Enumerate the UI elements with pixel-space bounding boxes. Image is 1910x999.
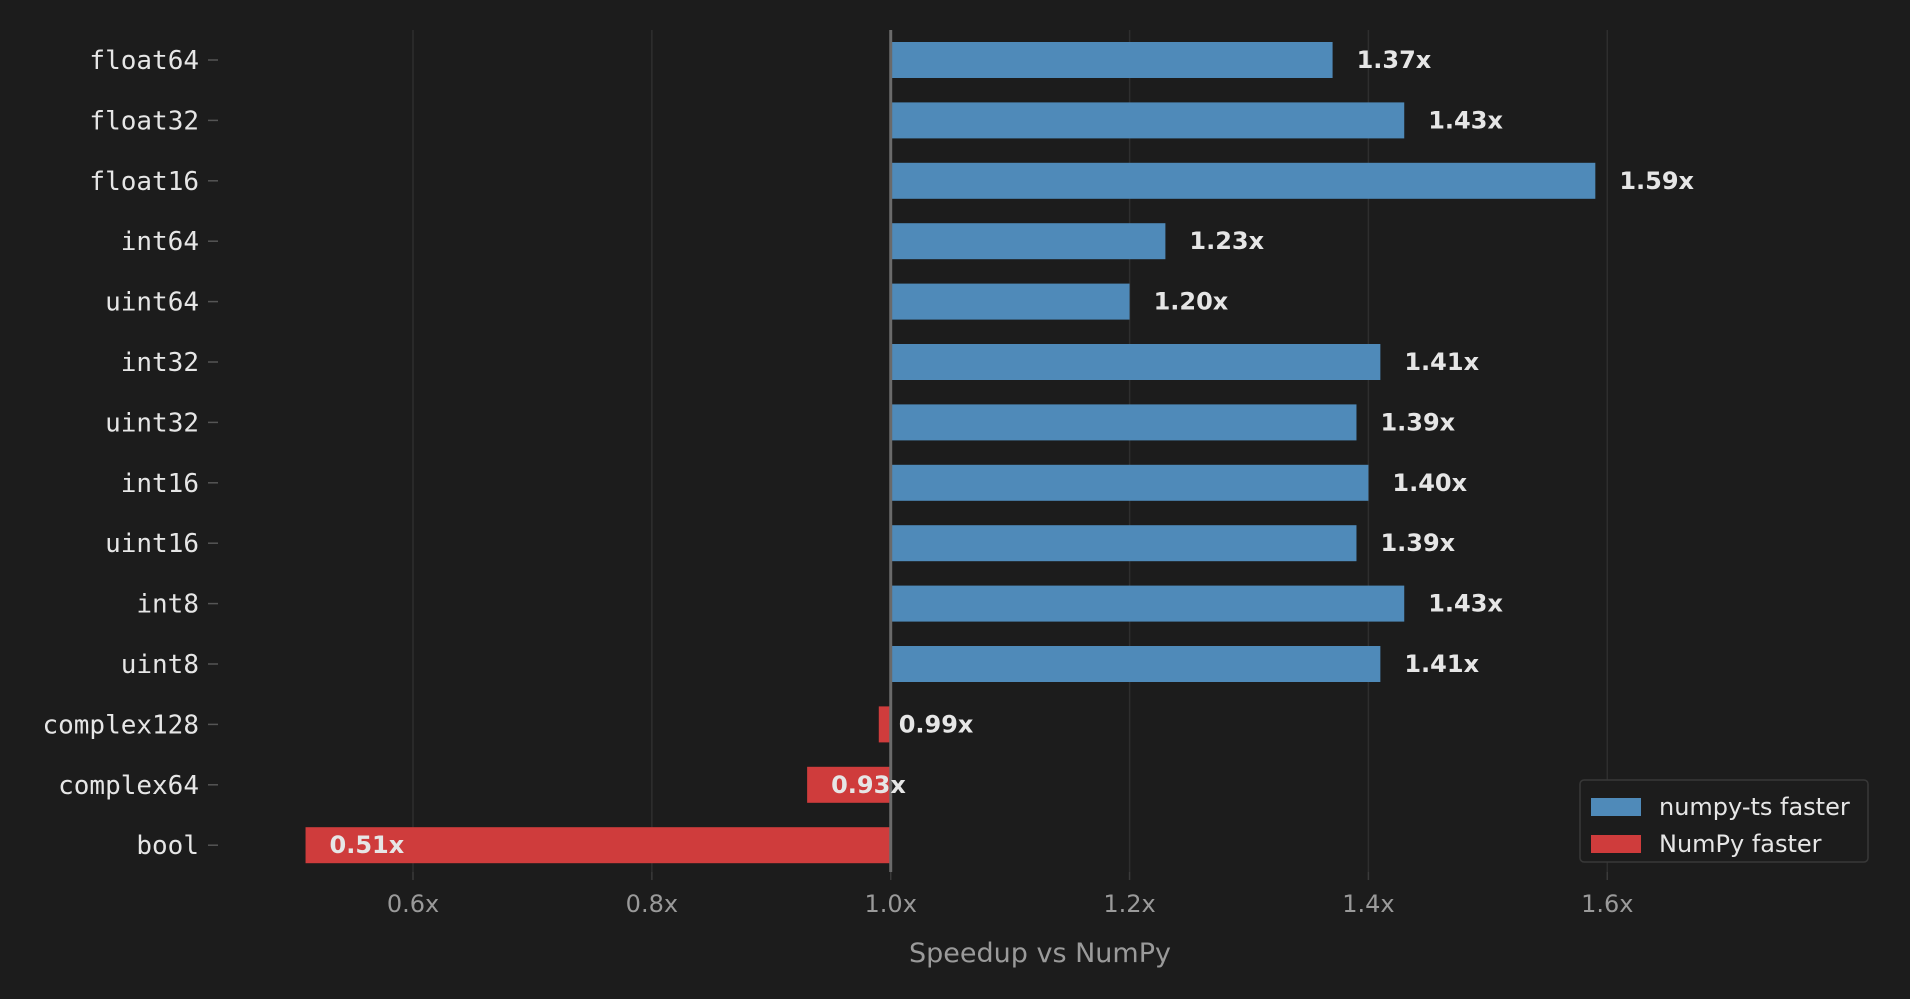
category-label-int32: int32 [121,348,199,378]
category-label-uint16: uint16 [105,529,199,559]
category-label-float64: float64 [89,46,199,76]
legend: numpy-ts faster NumPy faster [1579,779,1869,863]
category-label-complex128: complex128 [42,710,199,740]
bar-int16 [890,464,1369,501]
bar-uint8 [890,646,1381,682]
bar-complex64 [807,766,891,803]
bar-float64 [890,42,1333,78]
legend-label: numpy-ts faster [1659,793,1850,821]
x-tick-label: 0.8x [626,890,678,918]
bar-uint32 [890,404,1357,441]
bar-complex128 [878,706,891,743]
category-label-int16: int16 [121,469,199,499]
legend-swatch [1591,798,1641,816]
bar-int32 [890,344,1381,380]
data-label-float64: 1.37x [1357,46,1432,74]
category-label-complex64: complex64 [58,771,199,801]
category-label-uint8: uint8 [121,650,199,680]
legend-label: NumPy faster [1659,830,1822,858]
bar-uint16 [890,525,1357,562]
data-label-float16: 1.59x [1619,167,1694,195]
category-label-float16: float16 [89,167,199,197]
bar-int64 [890,223,1166,260]
category-label-int64: int64 [121,227,199,257]
category-label-bool: bool [136,831,199,861]
data-label-uint32: 1.39x [1380,408,1455,436]
data-label-float32: 1.43x [1428,106,1503,134]
legend-box [1579,779,1869,863]
x-tick-label: 1.2x [1103,890,1155,918]
data-label-int8: 1.43x [1428,590,1503,618]
x-tick-label: 0.6x [387,890,439,918]
data-label-uint8: 1.41x [1404,650,1479,678]
data-label-complex64: 0.93x [831,771,906,799]
bar-float32 [890,102,1405,139]
category-label-float32: float32 [89,106,199,136]
bar-int8 [890,585,1405,622]
data-label-uint16: 1.39x [1380,529,1455,557]
bar-uint64 [890,283,1130,320]
category-label-int8: int8 [136,590,199,620]
labels-layer: float64 1.37x float32 1.43x float16 1.59x int6… [42,46,1694,861]
data-label-int16: 1.40x [1392,469,1467,497]
grid-layer [412,30,1609,872]
data-label-bool: 0.51x [330,831,405,859]
x-axis-title: Speedup vs NumPy [909,938,1171,969]
legend-swatch [1591,835,1641,853]
bar-float16 [890,162,1596,199]
category-label-uint32: uint32 [105,408,199,438]
data-label-complex128: 0.99x [899,710,974,738]
x-tick-label: 1.4x [1342,890,1394,918]
ticks-layer: 0.6x 0.8x 1.0x 1.2x 1.4x 1.6x [208,59,1633,918]
data-label-int32: 1.41x [1404,348,1479,376]
data-label-int64: 1.23x [1189,227,1264,255]
x-tick-label: 1.0x [865,890,917,918]
x-tick-label: 1.6x [1581,890,1633,918]
bar-bool [305,827,891,864]
data-label-uint64: 1.20x [1154,288,1229,316]
category-label-uint64: uint64 [105,288,199,318]
bars-layer [305,42,1596,864]
